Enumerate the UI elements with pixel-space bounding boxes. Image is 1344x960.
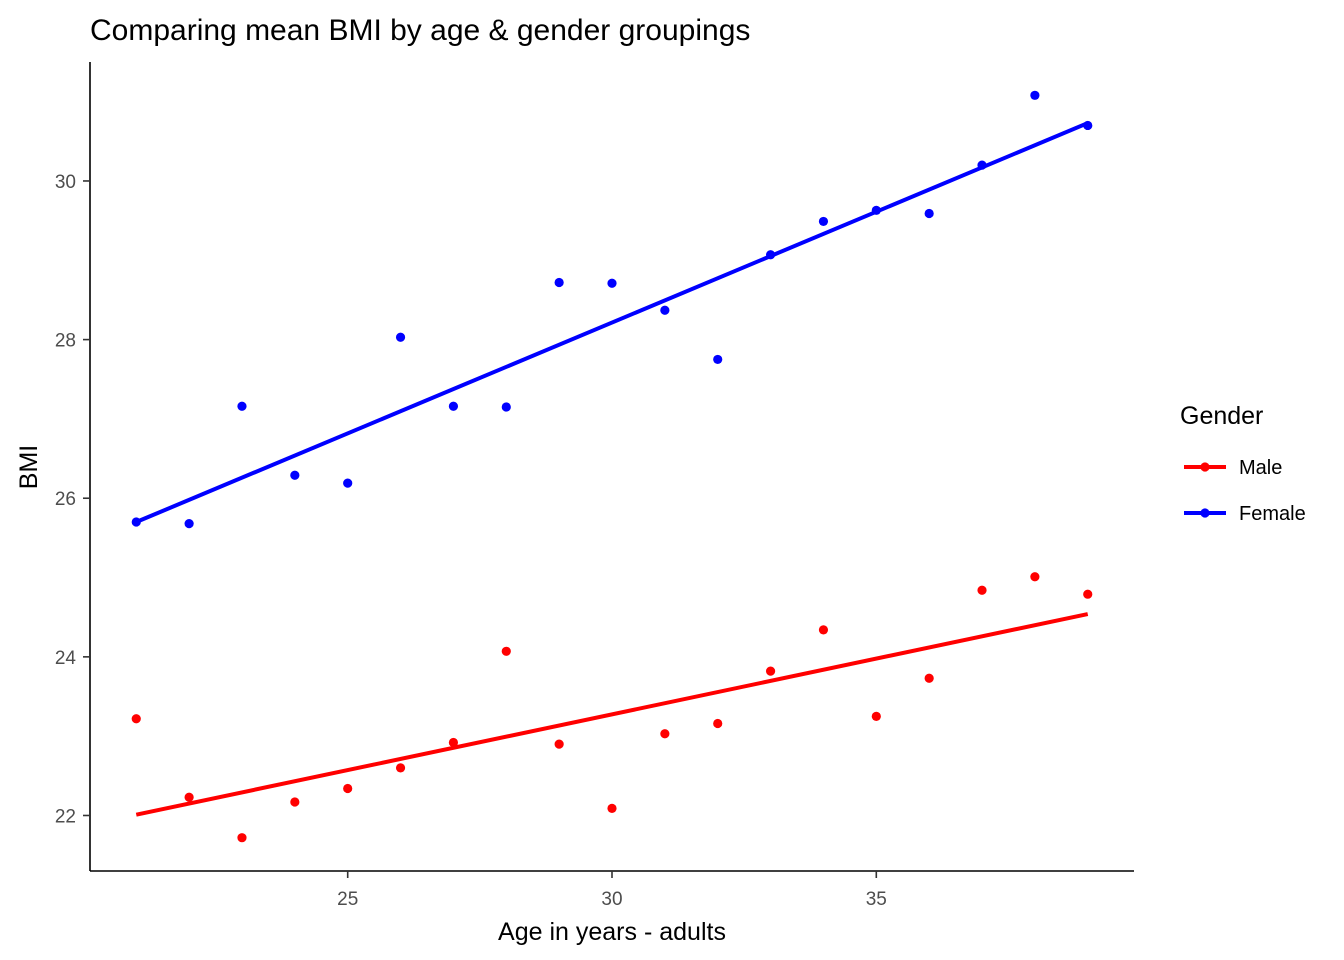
legend: Gender Male Female	[1180, 402, 1306, 525]
legend-title: Gender	[1180, 402, 1263, 430]
female-point	[818, 216, 829, 227]
male-point	[237, 833, 247, 843]
male-point	[818, 625, 829, 635]
legend-key-point-male	[1200, 462, 1210, 472]
female-point	[501, 402, 511, 412]
legend-label-female: Female	[1239, 503, 1306, 525]
male-point	[765, 666, 776, 676]
legend-label-male: Male	[1239, 457, 1282, 479]
female-trend-line	[135, 121, 1089, 524]
female-point	[765, 250, 776, 260]
male-point	[1030, 572, 1040, 582]
female-point	[1030, 90, 1040, 100]
male-point	[607, 803, 617, 813]
chart-title: Comparing mean BMI by age & gender group…	[90, 14, 750, 47]
x-tick-label: 35	[866, 889, 887, 910]
x-tick-label: 30	[601, 889, 622, 910]
female-point	[290, 470, 300, 480]
y-ticks: 22 24 26 28 30	[55, 172, 90, 827]
y-tick-label: 30	[55, 172, 76, 193]
male-point	[395, 763, 406, 773]
female-point	[237, 401, 247, 411]
male-point	[554, 739, 564, 749]
male-point	[290, 797, 300, 807]
female-point	[871, 205, 881, 215]
female-point	[131, 517, 141, 527]
female-point	[395, 332, 406, 342]
female-point	[924, 208, 934, 219]
male-point	[660, 729, 670, 739]
male-point	[924, 673, 934, 683]
female-point	[660, 305, 670, 315]
female-point	[448, 401, 459, 411]
y-tick-label: 24	[55, 648, 77, 669]
y-tick-label: 22	[55, 806, 76, 827]
y-tick-label: 26	[55, 489, 76, 510]
male-point	[713, 718, 723, 729]
x-tick-label: 25	[337, 889, 358, 910]
x-axis-title: Age in years - adults	[498, 918, 726, 946]
male-point	[871, 711, 881, 721]
y-tick-label: 28	[55, 331, 76, 352]
y-axis-title: BMI	[15, 445, 43, 489]
female-point	[977, 160, 987, 170]
male-point	[977, 585, 987, 595]
male-trend-line	[135, 612, 1089, 817]
male-point	[131, 714, 141, 724]
male-point	[501, 646, 511, 656]
plot-area	[131, 90, 1093, 843]
male-point	[1083, 589, 1093, 599]
female-point	[184, 519, 194, 529]
female-point	[713, 354, 723, 365]
legend-key-point-female	[1200, 508, 1210, 518]
female-point	[554, 277, 564, 288]
male-point	[448, 737, 459, 748]
female-point	[607, 278, 617, 288]
x-ticks: 25 30 35	[337, 871, 887, 910]
male-point	[343, 783, 353, 794]
male-point	[184, 792, 194, 802]
female-point	[343, 478, 353, 488]
female-point	[1083, 120, 1093, 131]
